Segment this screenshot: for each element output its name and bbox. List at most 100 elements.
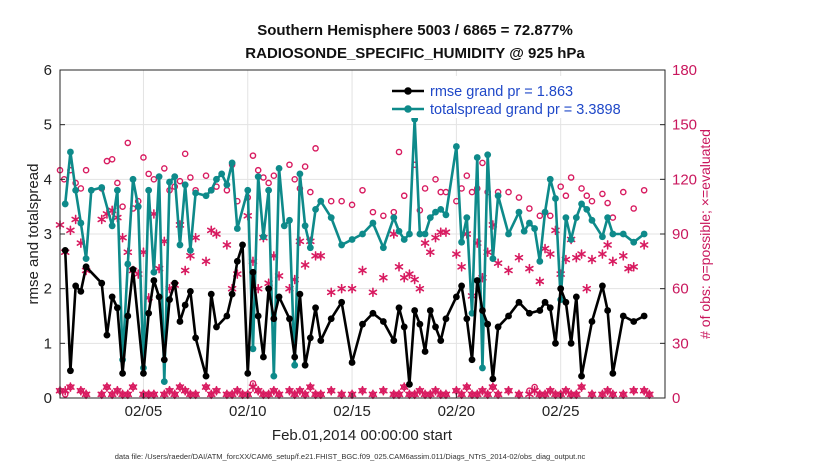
totalspread-point (265, 186, 273, 194)
obs-possible-marker (578, 185, 585, 192)
obs-possible-marker (359, 186, 366, 194)
obs-evaluated-marker (639, 240, 649, 250)
obs-evaluated-marker (629, 261, 638, 272)
obs-possible-marker (546, 212, 554, 220)
rmse-point (327, 315, 335, 323)
totalspread-point (379, 244, 387, 252)
obs-evaluated-marker (540, 243, 550, 254)
totalspread-point (400, 236, 408, 243)
totalspread-point (484, 151, 492, 159)
rmse-point (505, 312, 512, 320)
totalspread-point (82, 255, 90, 262)
obs-evaluated-marker-bottom (488, 382, 498, 392)
obs-possible-marker (526, 205, 533, 212)
totalspread-point (369, 219, 377, 227)
obs-evaluated-marker-bottom (191, 389, 200, 400)
x-axis-label: Feb.01,2014 00:00:00 start (272, 427, 453, 444)
obs-evaluated-marker (222, 240, 232, 250)
obs-possible-marker (114, 179, 121, 187)
totalspread-point (244, 186, 252, 194)
totalspread-point (98, 184, 106, 191)
rmse-point (254, 312, 262, 320)
obs-possible-marker (301, 163, 309, 170)
totalspread-point (155, 173, 163, 181)
y-tick-label: 3 (44, 226, 52, 243)
legend-box (388, 76, 658, 118)
obs-possible-marker (463, 172, 471, 179)
obs-evaluated-marker (452, 249, 461, 259)
totalspread-point (515, 208, 523, 216)
totalspread-point (473, 154, 481, 161)
totalspread-point (536, 257, 544, 265)
rmse-point (546, 304, 554, 312)
rmse-point (171, 279, 179, 287)
rmse-point (369, 309, 377, 317)
obs-possible-marker (369, 208, 377, 216)
obs-possible-marker (432, 176, 439, 183)
totalspread-point (390, 214, 398, 222)
obs-possible-marker (515, 194, 523, 201)
rmse-point (406, 380, 413, 388)
obs-evaluated-marker (379, 272, 388, 283)
obs-evaluated-marker (420, 238, 430, 248)
obs-possible-marker (619, 188, 627, 196)
obs-possible-marker (176, 177, 184, 185)
rmse-point (207, 290, 215, 298)
rmse-point (108, 293, 116, 301)
rmse-point (98, 279, 106, 287)
totalspread-point (176, 241, 184, 249)
obs-possible-marker (567, 174, 575, 181)
obs-possible-marker (150, 176, 158, 183)
chart-title: Southern Hemisphere 5003 / 6865 = 72.877… (257, 22, 573, 39)
obs-possible-marker (265, 179, 272, 187)
x-tick-label: 02/05 (125, 403, 163, 420)
rmse-point (379, 318, 387, 325)
obs-possible-marker (421, 185, 429, 192)
rmse-point (312, 304, 319, 312)
obs-possible-marker (338, 197, 345, 205)
totalspread-point (572, 214, 580, 222)
rmse-point (348, 359, 356, 366)
obs-possible-marker (536, 212, 544, 220)
rmse-point (301, 361, 309, 369)
obs-evaluated-marker-bottom (170, 389, 180, 400)
obs-evaluated-marker (598, 249, 607, 259)
rmse-point (557, 285, 565, 293)
obs-evaluated-marker-bottom (81, 389, 91, 400)
obs-possible-marker (395, 148, 403, 156)
obs-evaluated-marker-bottom (504, 385, 513, 396)
totalspread-point (171, 173, 179, 181)
totalspread-point (301, 222, 309, 230)
x-tick-label: 02/25 (542, 403, 580, 420)
totalspread-point (150, 268, 158, 276)
totalspread-point (546, 175, 554, 183)
obs-possible-marker (505, 188, 512, 196)
totalspread-point (588, 216, 596, 224)
totalspread-point (463, 214, 471, 222)
totalspread-point (249, 345, 257, 353)
obs-evaluated-marker (71, 214, 80, 225)
rmse-point (338, 298, 346, 306)
obs-evaluated-marker-bottom (577, 382, 586, 392)
totalspread-point (166, 178, 173, 186)
totalspread-line (63, 117, 645, 383)
rmse-point (103, 331, 111, 339)
rmse-point (119, 370, 126, 377)
totalspread-point (145, 186, 153, 194)
totalspread-point (108, 222, 116, 230)
rmse-point (609, 370, 617, 377)
obs-possible-marker (630, 205, 638, 212)
rmse-point (599, 282, 606, 290)
obs-possible-marker (348, 201, 356, 209)
obs-possible-marker (187, 174, 194, 181)
rmse-point (77, 288, 85, 295)
rmse-point (619, 312, 627, 320)
totalspread-point (416, 230, 424, 238)
obs-evaluated-marker-bottom (149, 389, 159, 400)
obs-possible-marker (202, 172, 210, 179)
legend-totalspread-marker (404, 105, 412, 113)
obs-evaluated-marker (368, 287, 378, 298)
rmse-point (124, 312, 132, 320)
rmse-point (494, 323, 502, 331)
